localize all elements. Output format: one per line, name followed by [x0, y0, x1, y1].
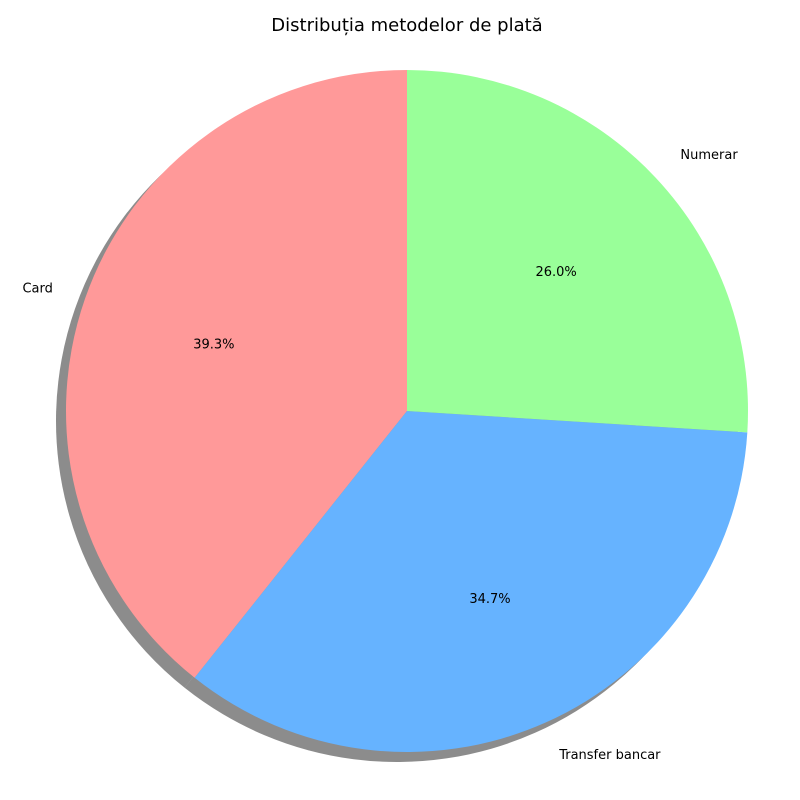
slice-label-numerar: Numerar — [680, 148, 738, 163]
percent-label-transfer-bancar: 34.7% — [469, 592, 510, 607]
pie-labels: 39.3% Card 34.7% Transfer bancar 26.0% Numera… — [22, 148, 738, 763]
pie-slices — [65, 70, 748, 753]
slice-card — [65, 70, 407, 678]
percent-label-card: 39.3% — [193, 338, 234, 353]
slice-numerar — [407, 70, 748, 433]
slice-label-card: Card — [22, 281, 52, 296]
slice-transfer-bancar — [194, 411, 748, 753]
slice-label-transfer-bancar: Transfer bancar — [558, 748, 661, 763]
chart-title: Distribuția metodelor de plată — [271, 15, 542, 36]
percent-label-numerar: 26.0% — [535, 265, 576, 280]
